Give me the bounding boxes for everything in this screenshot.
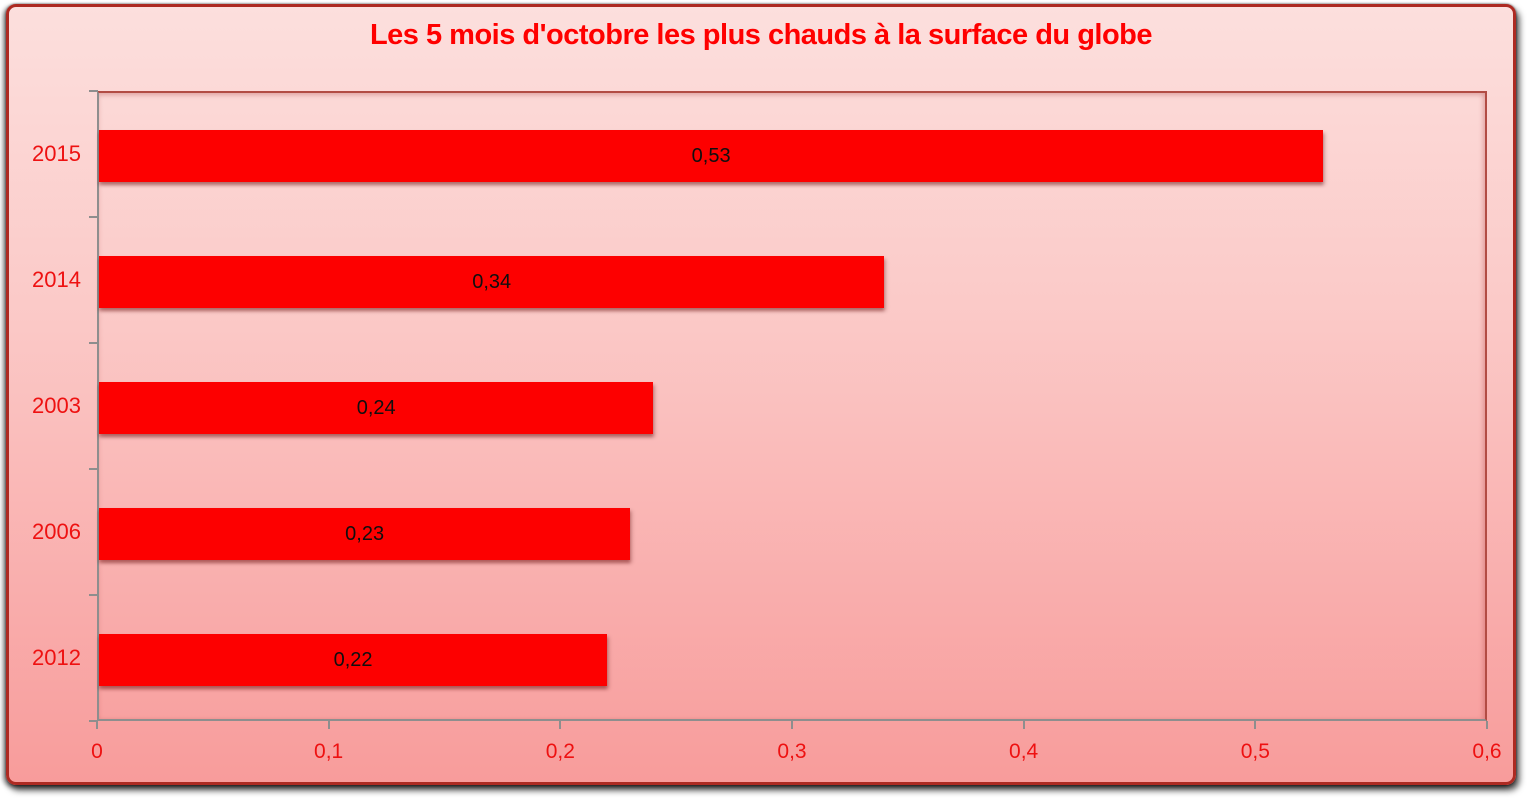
bar-value-label: 0,23 bbox=[345, 523, 385, 545]
x-axis-tick-label: 0,6 bbox=[1472, 740, 1502, 763]
y-axis-tick bbox=[89, 342, 98, 344]
bar-value-label: 0,24 bbox=[356, 397, 396, 419]
bar-value-label: 0,34 bbox=[472, 271, 512, 293]
x-axis-tick-label: 0,5 bbox=[1240, 740, 1270, 763]
y-axis-tick bbox=[89, 720, 98, 722]
y-axis-label-2012: 2012 bbox=[32, 645, 81, 670]
bar-row: 0,22 bbox=[99, 597, 1485, 723]
x-axis-tick-label: 0,3 bbox=[777, 740, 807, 763]
y-axis-label-2014: 2014 bbox=[32, 267, 81, 292]
x-axis-tick-label: 0,2 bbox=[545, 740, 575, 763]
x-axis-tick-label: 0,1 bbox=[314, 740, 344, 763]
y-axis-tick bbox=[89, 90, 98, 92]
x-axis-tick bbox=[1486, 721, 1488, 729]
bar-2012 bbox=[99, 634, 608, 686]
y-axis-label-2003: 2003 bbox=[32, 393, 81, 418]
chart-title: Les 5 mois d'octobre les plus chauds à l… bbox=[369, 19, 1153, 51]
bar-row: 0,24 bbox=[99, 345, 1485, 471]
x-axis-tick bbox=[1254, 721, 1257, 729]
bar-row: 0,53 bbox=[99, 93, 1485, 219]
bar-row: 0,34 bbox=[99, 219, 1485, 345]
bar-2003 bbox=[99, 382, 654, 434]
x-axis-tick-label: 0 bbox=[91, 740, 103, 763]
bar-row: 0,23 bbox=[99, 471, 1485, 597]
x-axis-tick bbox=[559, 721, 562, 729]
x-axis-tick bbox=[327, 721, 330, 729]
bar-2015 bbox=[99, 130, 1324, 182]
bar-value-label: 0,22 bbox=[333, 649, 373, 671]
x-axis-tick bbox=[1022, 721, 1025, 729]
x-axis-tick bbox=[791, 721, 793, 729]
y-axis-tick bbox=[89, 216, 98, 218]
bar-2014 bbox=[99, 256, 885, 308]
chart-frame: Les 5 mois d'octobre les plus chauds à l… bbox=[6, 4, 1516, 785]
bar-value-label: 0,53 bbox=[691, 145, 731, 167]
bar-2006 bbox=[99, 508, 631, 560]
y-axis-tick bbox=[89, 594, 98, 596]
plot-area: 0,53 0,34 0,24 0,23 0,22 bbox=[97, 91, 1487, 721]
y-axis-label-2015: 2015 bbox=[32, 141, 81, 166]
x-axis-tick bbox=[96, 721, 98, 729]
y-axis-label-2006: 2006 bbox=[32, 519, 81, 544]
x-axis-tick-label: 0,4 bbox=[1009, 740, 1039, 763]
y-axis-tick bbox=[89, 468, 98, 470]
